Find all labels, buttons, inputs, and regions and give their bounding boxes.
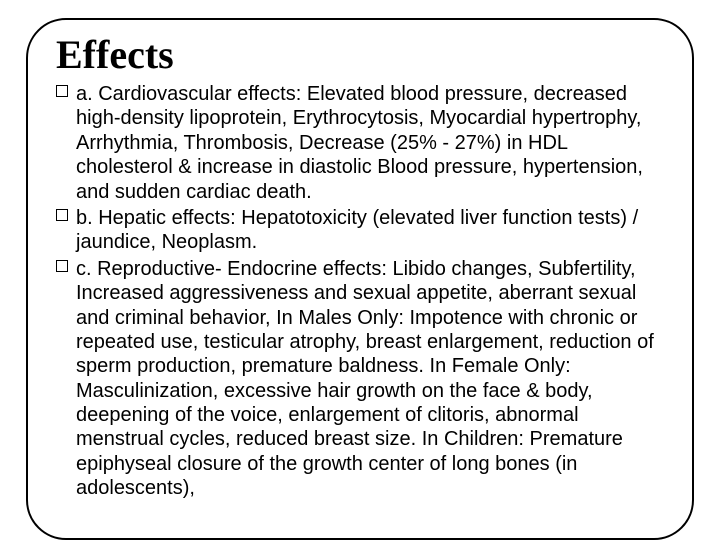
list-item-text: c. Reproductive- Endocrine effects: Libi… <box>76 258 654 500</box>
slide-title: Effects <box>56 34 664 76</box>
square-bullet-icon <box>56 209 68 221</box>
list-item: b. Hepatic effects: Hepatotoxicity (elev… <box>56 206 664 255</box>
list-item: a. Cardiovascular effects: Elevated bloo… <box>56 82 664 204</box>
slide: Effects a. Cardiovascular effects: Eleva… <box>0 0 720 540</box>
slide-body: a. Cardiovascular effects: Elevated bloo… <box>56 82 664 501</box>
list-item-text: b. Hepatic effects: Hepatotoxicity (elev… <box>76 207 638 253</box>
square-bullet-icon <box>56 260 68 272</box>
list-item: c. Reproductive- Endocrine effects: Libi… <box>56 257 664 501</box>
list-item-text: a. Cardiovascular effects: Elevated bloo… <box>76 83 643 203</box>
content-frame: Effects a. Cardiovascular effects: Eleva… <box>26 18 694 540</box>
square-bullet-icon <box>56 85 68 97</box>
